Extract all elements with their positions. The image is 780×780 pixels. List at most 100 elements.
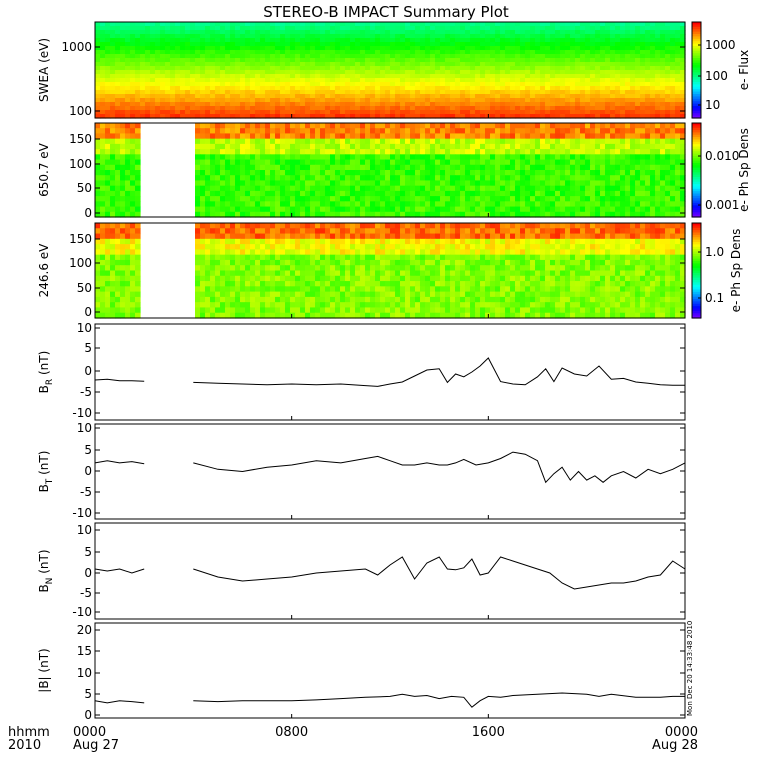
heatmap-cell [650,86,656,91]
heatmap-cell [300,74,306,79]
heatmap-cell [200,46,206,51]
heatmap-cell [305,190,311,197]
heatmap-cell [415,138,421,145]
heatmap-cell [550,211,556,218]
heatmap-cell [225,185,231,192]
heatmap-cell [650,66,656,71]
heatmap-cell [515,164,521,171]
heatmap-cell [130,154,136,161]
heatmap-cell [485,159,491,166]
heatmap-cell [660,50,666,55]
heatmap-cell [655,138,661,145]
heatmap-cell [500,138,506,145]
heatmap-cell [460,82,466,87]
heatmap-cell [530,133,536,140]
colorbar-tick-label: 10 [705,98,720,112]
heatmap-cell [375,102,381,107]
heatmap-cell [105,128,111,135]
heatmap-cell [365,110,371,115]
heatmap-cell [665,143,671,150]
heatmap-cell [275,102,281,107]
heatmap-cell [605,190,611,197]
heatmap-cell [640,143,646,150]
heatmap-cell [455,46,461,51]
heatmap-cell [230,102,236,107]
heatmap-cell [460,201,466,208]
heatmap-cell [305,22,311,27]
heatmap-cell [390,110,396,115]
heatmap-cell [670,46,676,51]
heatmap-cell [460,62,466,67]
heatmap-cell [200,143,206,150]
heatmap-cell [280,46,286,51]
heatmap-cell [125,66,131,71]
heatmap-cell [600,114,606,119]
heatmap-cell [265,149,271,155]
heatmap-cell [160,34,166,39]
heatmap-cell [620,201,626,208]
heatmap-cell [185,70,191,75]
heatmap-cell [675,82,681,87]
heatmap-cell [275,206,281,213]
heatmap-cell [440,196,446,202]
heatmap-cell [205,38,211,43]
heatmap-cell [120,90,126,95]
heatmap-cell [560,201,566,208]
heatmap-cell [585,26,591,31]
heatmap-cell [515,78,521,83]
heatmap-cell [645,90,651,95]
heatmap-cell [570,149,576,155]
heatmap-cell [305,106,311,111]
heatmap-cell [610,190,616,197]
heatmap-cell [550,98,556,103]
heatmap-cell [585,22,591,27]
heatmap-cell [310,38,316,43]
heatmap-cell [230,138,236,145]
heatmap-cell [635,164,641,171]
heatmap-cell [335,90,341,95]
heatmap-cell [290,170,296,176]
heatmap-cell [605,223,611,229]
heatmap-cell [420,149,426,155]
heatmap-cell [645,70,651,75]
heatmap-cell [545,149,551,155]
heatmap-cell [650,196,656,202]
heatmap-cell [320,54,326,59]
heatmap-cell [530,114,536,119]
heatmap-cell [220,102,226,107]
heatmap-cell [630,42,636,47]
heatmap-cell [405,86,411,91]
heatmap-cell [355,86,361,91]
heatmap-cell [280,42,286,47]
y-axis-label-swea: SWEA (eV) [37,38,51,102]
heatmap-cell [575,26,581,31]
heatmap-cell [495,149,501,155]
heatmap-cell [270,133,276,140]
heatmap-cell [230,143,236,150]
heatmap-cell [470,223,476,229]
heatmap-cell [485,201,491,208]
heatmap-cell [230,180,236,187]
heatmap-cell [275,180,281,187]
heatmap-cell [185,74,191,79]
heatmap-cell [505,94,511,99]
heatmap-cell [625,185,631,192]
heatmap-cell [370,74,376,79]
heatmap-cell [280,90,286,95]
heatmap-cell [390,34,396,39]
heatmap-cell [470,201,476,208]
heatmap-cell [515,102,521,107]
heatmap-cell [570,102,576,107]
heatmap-cell [260,50,266,55]
heatmap-cell [575,110,581,115]
heatmap-cell [310,143,316,150]
heatmap-cell [330,38,336,43]
heatmap-cell [605,123,611,129]
heatmap-cell [365,123,371,129]
heatmap-cell [320,175,326,182]
heatmap-cell [495,201,501,208]
heatmap-cell [655,164,661,171]
heatmap-cell [555,82,561,87]
heatmap-cell [355,94,361,99]
heatmap-cell [285,46,291,51]
